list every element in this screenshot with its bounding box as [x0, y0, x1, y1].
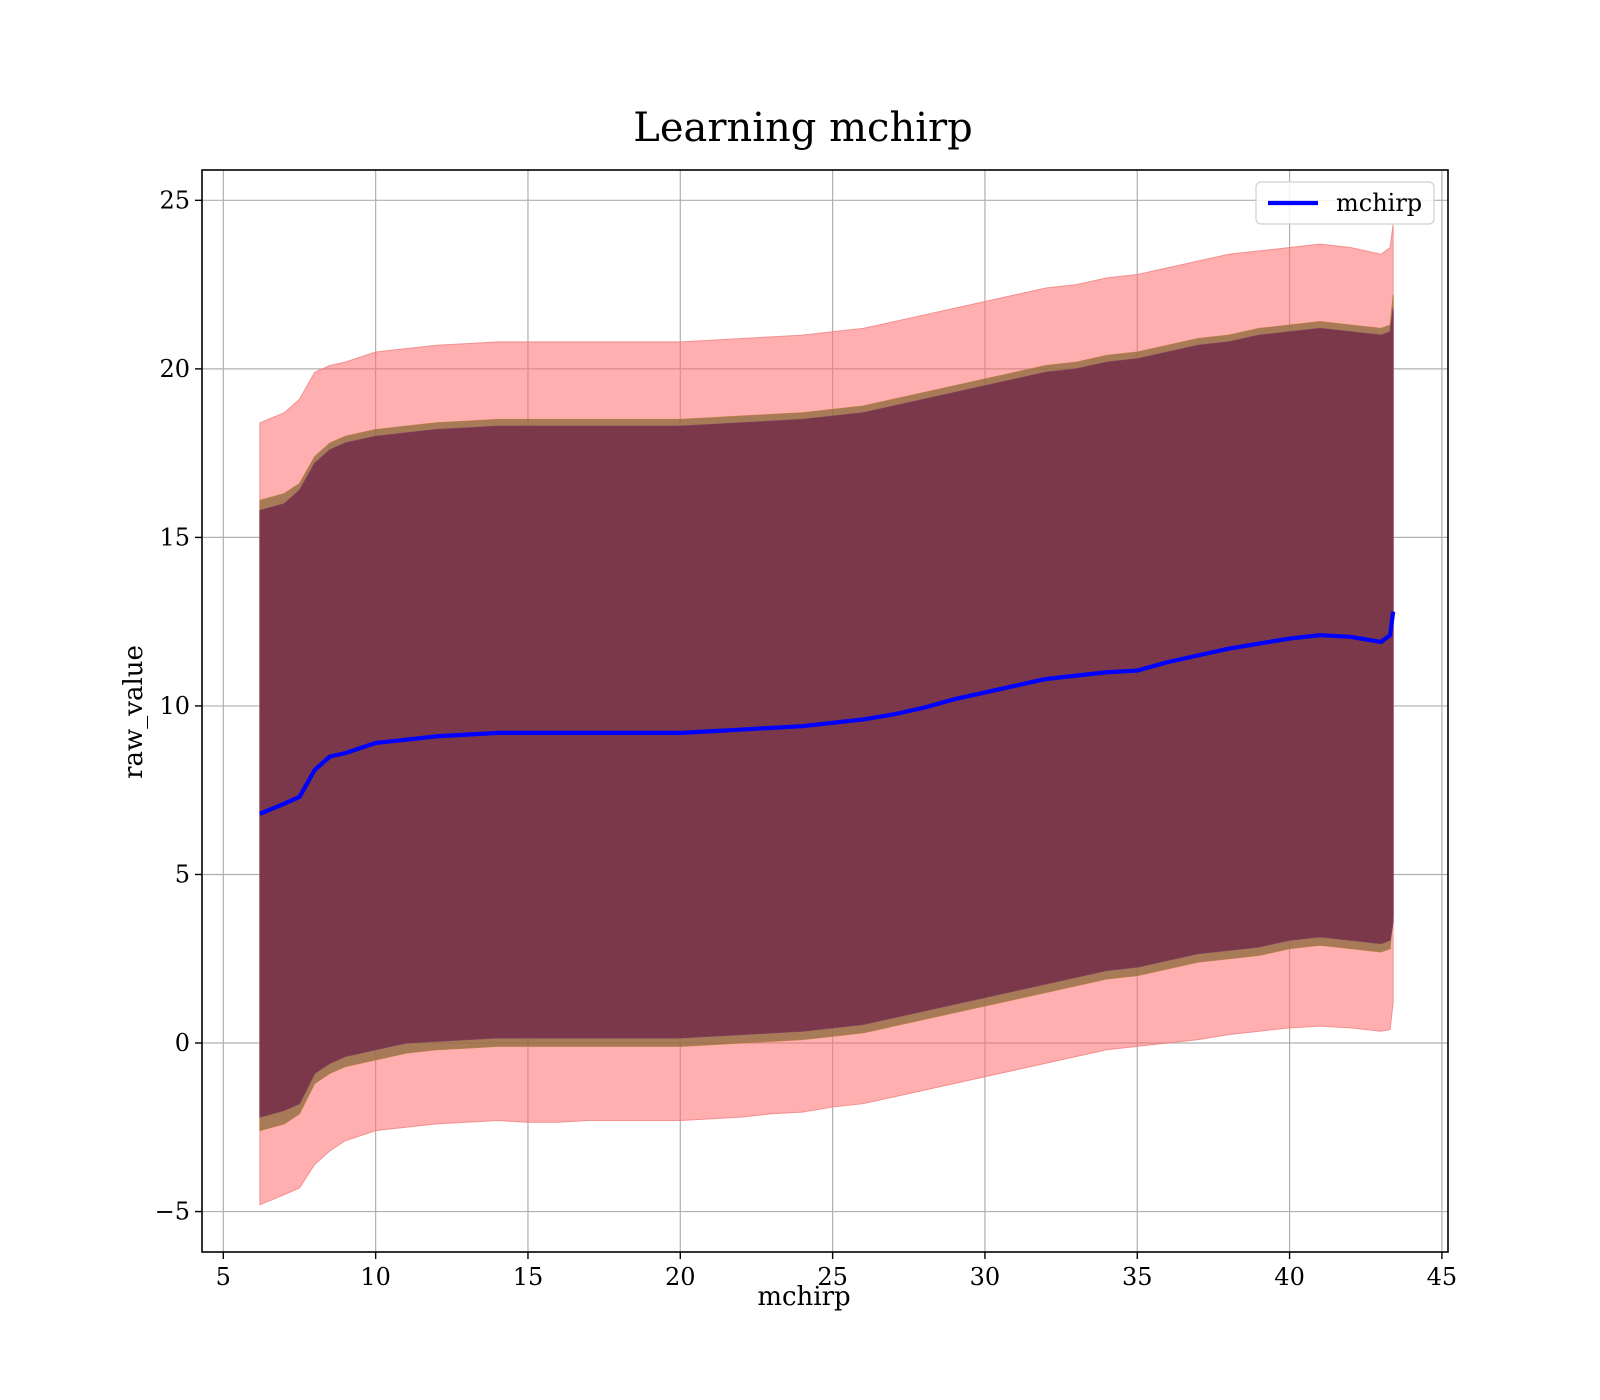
y-tick-label: 10 [159, 692, 190, 720]
x-tick-label: 30 [970, 1263, 1001, 1291]
y-tick-label: 25 [159, 186, 190, 214]
x-axis-label: mchirp [757, 1282, 850, 1312]
x-tick-label: 10 [360, 1263, 391, 1291]
y-axis-label: raw_value [119, 645, 149, 779]
series-line-mchirp [259, 611, 1396, 816]
y-tick-label: 20 [159, 355, 190, 383]
x-tick-label: 35 [1122, 1263, 1153, 1291]
x-tick-label: 40 [1274, 1263, 1305, 1291]
legend-box [1255, 181, 1435, 225]
inner-band [259, 308, 1394, 1118]
legend: mchirp [1255, 181, 1435, 225]
y-tick-label: −5 [155, 1198, 190, 1226]
x-tick-label: 45 [1427, 1263, 1458, 1291]
legend-label: mchirp [1336, 189, 1422, 217]
x-tick-label: 5 [216, 1263, 231, 1291]
x-tick-label: 20 [665, 1263, 696, 1291]
y-tick-label: 15 [159, 523, 190, 551]
y-tick-label: 0 [175, 1029, 190, 1057]
x-tick-label: 15 [513, 1263, 544, 1291]
chart-title: Learning mchirp [633, 105, 972, 151]
plot-area: 5 10 15 20 25 30 35 40 45 −5 0 5 10 15 20 25 mchirp [155, 169, 1458, 1291]
axes-frame [201, 169, 1449, 1253]
y-tick-label: 5 [175, 860, 190, 888]
x-tick-label: 25 [817, 1263, 848, 1291]
